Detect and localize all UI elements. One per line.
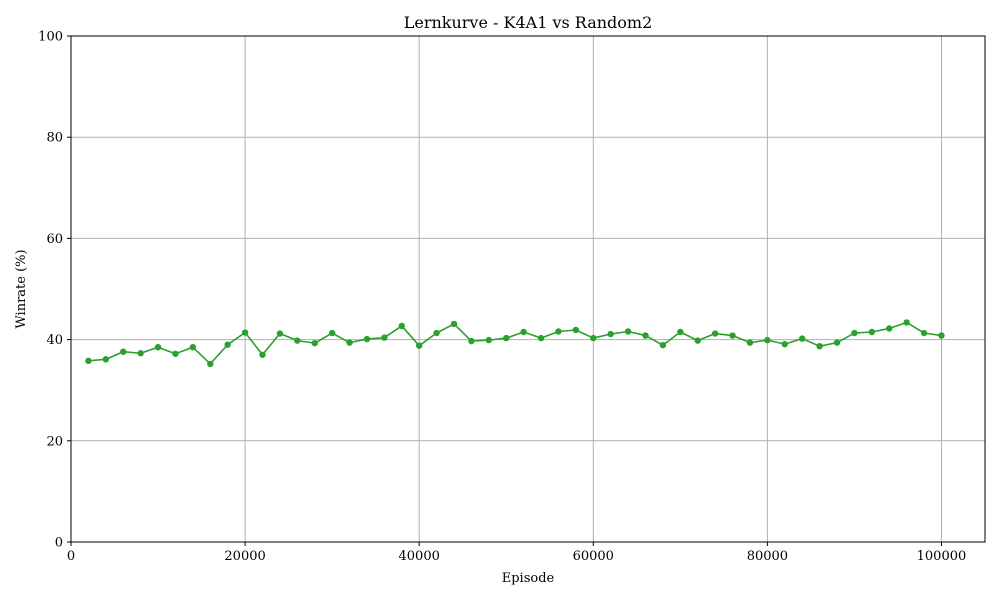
- data-point: [102, 356, 110, 363]
- x-tick-label: 40000: [399, 549, 440, 564]
- data-point: [938, 332, 945, 339]
- data-point: [346, 339, 353, 346]
- data-point: [920, 329, 928, 337]
- data-point: [677, 328, 684, 336]
- data-point: [207, 360, 214, 368]
- data-point: [624, 328, 632, 335]
- data-point: [259, 351, 266, 358]
- data-point: [868, 328, 876, 336]
- data-point: [154, 343, 162, 351]
- y-tick-label: 100: [38, 30, 63, 45]
- x-tick-label: 100000: [917, 549, 967, 564]
- data-point: [851, 329, 858, 337]
- y-tick-label: 60: [46, 232, 63, 247]
- y-tick-label: 40: [46, 333, 63, 348]
- data-point: [711, 330, 719, 337]
- data-point: [468, 337, 475, 345]
- data-point: [485, 336, 493, 344]
- data-point: [241, 329, 249, 336]
- data-point: [537, 334, 545, 342]
- data-point: [886, 325, 893, 332]
- data-point: [85, 357, 92, 365]
- data-point: [764, 336, 771, 344]
- y-axis-label: Winrate (%): [14, 249, 29, 328]
- data-point: [172, 350, 179, 357]
- y-tick-label: 20: [46, 434, 63, 449]
- data-point: [294, 337, 301, 344]
- data-point: [381, 334, 388, 341]
- series-winrate: [85, 319, 945, 368]
- data-point: [729, 332, 736, 339]
- x-axis-label: Episode: [502, 571, 555, 586]
- axis-ticks: 0 20000 40000 60000 80000 100000 0 20 40 60 80 100: [38, 30, 966, 565]
- data-point: [590, 334, 597, 342]
- x-tick-label: 80000: [747, 549, 788, 564]
- x-tick-label: 20000: [224, 549, 265, 564]
- data-point: [746, 339, 754, 346]
- data-point: [363, 335, 371, 343]
- x-tick-label: 60000: [573, 549, 614, 564]
- data-point: [781, 340, 788, 348]
- data-point: [833, 339, 841, 346]
- data-point: [433, 329, 440, 337]
- data-point: [799, 335, 806, 342]
- data-point: [572, 326, 580, 334]
- data-point: [555, 328, 562, 335]
- data-point: [120, 348, 127, 355]
- x-tick-label: 0: [67, 549, 75, 564]
- data-point: [503, 334, 510, 342]
- plot-frame: [70, 35, 986, 543]
- data-point: [224, 341, 231, 348]
- data-point: [520, 328, 527, 336]
- data-point: [816, 342, 823, 350]
- data-point: [311, 339, 318, 347]
- data-point: [659, 341, 667, 349]
- y-tick-label: 0: [55, 536, 63, 551]
- y-tick-label: 80: [46, 131, 63, 146]
- data-point: [607, 330, 614, 338]
- data-point: [276, 330, 284, 337]
- data-point: [903, 319, 910, 326]
- data-point: [450, 320, 458, 328]
- data-point: [694, 337, 701, 344]
- data-point: [415, 342, 423, 349]
- data-point: [642, 332, 649, 339]
- data-point: [189, 343, 197, 351]
- data-point: [328, 329, 336, 337]
- data-point: [398, 322, 405, 330]
- chart-title: Lernkurve - K4A1 vs Random2: [404, 13, 653, 32]
- data-point: [137, 350, 144, 357]
